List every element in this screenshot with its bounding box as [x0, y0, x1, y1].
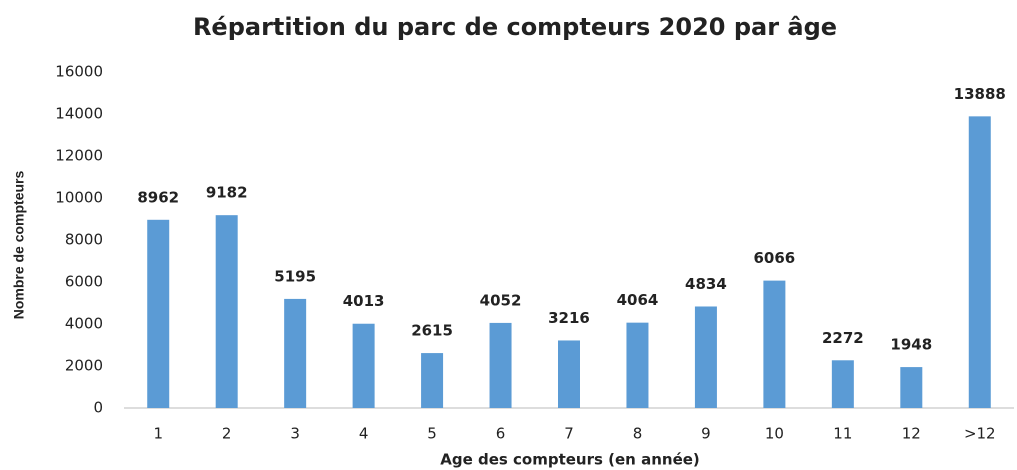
data-label: 4052	[480, 291, 522, 309]
y-tick-label: 14000	[55, 105, 103, 123]
bar	[352, 323, 375, 408]
bar	[284, 298, 307, 408]
x-tick-label: 2	[222, 425, 232, 443]
data-label: 2615	[411, 322, 453, 340]
x-tick-label: 5	[427, 425, 437, 443]
chart-title: Répartition du parc de compteurs 2020 pa…	[193, 13, 837, 41]
data-label: 4013	[343, 292, 385, 310]
data-label: 4834	[685, 275, 727, 293]
y-tick-label: 10000	[55, 189, 103, 207]
x-tick-label: 7	[564, 425, 574, 443]
bar	[831, 360, 854, 408]
x-tick-label: 6	[496, 425, 506, 443]
x-tick-label: 12	[902, 425, 921, 443]
x-tick-label: 3	[290, 425, 300, 443]
y-tick-label: 0	[93, 399, 103, 417]
data-label: 5195	[274, 267, 316, 285]
y-tick-label: 12000	[55, 147, 103, 165]
x-tick-label: 9	[701, 425, 711, 443]
data-label: 2272	[822, 329, 864, 347]
data-label: 3216	[548, 309, 590, 327]
x-tick-label: 10	[765, 425, 784, 443]
bar	[147, 219, 170, 408]
bar	[626, 322, 649, 408]
y-tick-label: 6000	[65, 273, 103, 291]
data-label: 4064	[617, 291, 659, 309]
bar	[489, 322, 512, 408]
bar	[558, 340, 580, 408]
bar	[694, 306, 717, 408]
data-label: 8962	[137, 188, 179, 206]
x-tick-label: 8	[633, 425, 643, 443]
data-label: 6066	[754, 249, 796, 267]
x-tick-label: 1	[153, 425, 163, 443]
bar	[215, 215, 238, 408]
y-tick-label: 4000	[65, 315, 103, 333]
bar	[421, 353, 444, 408]
y-tick-label: 16000	[55, 63, 103, 81]
data-label: 1948	[890, 336, 932, 354]
bar	[968, 116, 991, 409]
data-label: 13888	[954, 85, 1006, 103]
y-axis-label: Nombre de compteurs	[11, 170, 27, 319]
x-axis-label: Age des compteurs (en année)	[440, 451, 700, 469]
data-label: 9182	[206, 184, 248, 202]
bar	[763, 280, 786, 408]
x-tick-label: 4	[359, 425, 369, 443]
y-tick-label: 2000	[65, 357, 103, 375]
x-tick-label: 11	[833, 425, 852, 443]
bar	[900, 367, 923, 408]
x-tick-label: >12	[964, 425, 996, 443]
y-tick-label: 8000	[65, 231, 103, 249]
